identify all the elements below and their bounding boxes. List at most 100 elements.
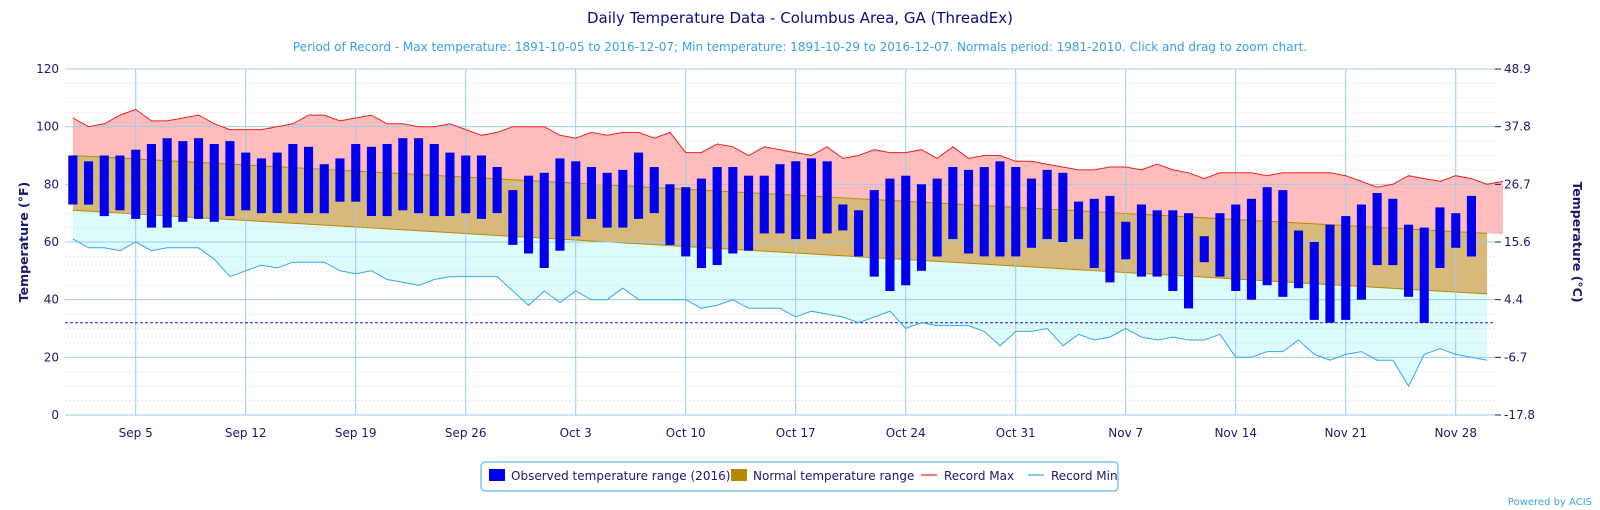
y-axis-left-title: Temperature (°F) bbox=[16, 182, 31, 302]
observed-bar bbox=[382, 144, 392, 217]
y-tick-label-left: 100 bbox=[36, 120, 59, 134]
legend-item-record-min[interactable]: Record Min bbox=[1028, 469, 1118, 483]
observed-bar bbox=[445, 152, 455, 216]
observed-bar bbox=[1011, 167, 1021, 257]
observed-bar bbox=[304, 146, 314, 214]
observed-bar bbox=[84, 161, 94, 205]
observed-bar bbox=[539, 172, 549, 268]
observed-bar bbox=[1435, 207, 1445, 268]
observed-bar bbox=[1105, 195, 1115, 283]
observed-bar bbox=[366, 146, 376, 216]
observed-bar bbox=[492, 167, 502, 214]
y-tick-label-right: 4.4 bbox=[1504, 293, 1523, 307]
observed-bar bbox=[1121, 221, 1131, 260]
observed-bar bbox=[241, 152, 251, 211]
observed-bar bbox=[869, 190, 879, 277]
observed-bar bbox=[822, 161, 832, 234]
observed-bar bbox=[1372, 193, 1382, 266]
chart-title: Daily Temperature Data - Columbus Area, … bbox=[587, 9, 1013, 27]
observed-bar bbox=[1466, 195, 1476, 257]
record-lines bbox=[72, 108, 1503, 388]
y-tick-label-right: 15.6 bbox=[1504, 235, 1531, 249]
y-tick-label-left: 0 bbox=[51, 408, 59, 422]
legend-label-normal: Normal temperature range bbox=[753, 469, 914, 483]
x-tick-label: Sep 26 bbox=[445, 426, 487, 440]
observed-bar bbox=[335, 158, 345, 202]
x-tick-label: Oct 3 bbox=[560, 426, 592, 440]
observed-bar bbox=[225, 141, 235, 217]
legend-item-observed[interactable]: Observed temperature range (2016) bbox=[489, 469, 730, 483]
observed-bar bbox=[1152, 210, 1162, 277]
y-tick-label-right: -17.8 bbox=[1504, 408, 1535, 422]
observed-bar bbox=[932, 178, 942, 257]
x-tick-label: Oct 24 bbox=[886, 426, 926, 440]
observed-bar bbox=[838, 204, 848, 231]
observed-bar bbox=[1419, 227, 1429, 323]
x-tick-label: Sep 5 bbox=[119, 426, 153, 440]
observed-bar bbox=[429, 144, 439, 217]
y-axis-right-title: Temperature (°C) bbox=[1570, 181, 1585, 302]
legend-item-normal[interactable]: Normal temperature range bbox=[731, 469, 914, 483]
observed-bar bbox=[618, 169, 628, 228]
record-min-line bbox=[72, 238, 1488, 388]
observed-bar bbox=[1058, 172, 1068, 242]
observed-bar bbox=[256, 158, 266, 214]
observed-bar bbox=[68, 155, 78, 205]
legend-item-record-max[interactable]: Record Max bbox=[921, 469, 1014, 483]
observed-bar bbox=[288, 144, 298, 214]
observed-bar bbox=[649, 167, 659, 214]
observed-bar bbox=[1294, 230, 1304, 289]
observed-bar bbox=[571, 161, 581, 237]
observed-bar bbox=[1199, 236, 1209, 263]
observed-bar bbox=[681, 187, 691, 257]
x-tick-label: Nov 7 bbox=[1108, 426, 1143, 440]
x-tick-label: Nov 14 bbox=[1214, 426, 1257, 440]
observed-bar bbox=[194, 138, 204, 219]
legend-label-record-max: Record Max bbox=[944, 469, 1014, 483]
observed-bar bbox=[696, 178, 706, 268]
observed-bar bbox=[602, 172, 612, 228]
observed-bar bbox=[916, 184, 926, 271]
legend: Observed temperature range (2016) Normal… bbox=[480, 461, 1119, 492]
y-tick-label-right: -6.7 bbox=[1504, 350, 1527, 364]
observed-bar bbox=[99, 155, 109, 217]
observed-bar bbox=[1089, 198, 1099, 268]
observed-bar bbox=[524, 175, 534, 254]
observed-bar bbox=[728, 167, 738, 254]
y-tick-label-right: 48.9 bbox=[1504, 62, 1531, 76]
observed-bar bbox=[1341, 216, 1351, 320]
observed-bar bbox=[209, 144, 219, 222]
axes: 0 20 40 60 80 100 120 -17.8 -6.7 4.4 15.6 26.7 37.8 4… bbox=[36, 62, 1535, 440]
observed-bar bbox=[1356, 204, 1366, 300]
observed-bars bbox=[68, 138, 1476, 323]
observed-bar bbox=[806, 158, 816, 240]
y-tick-label-left: 40 bbox=[44, 293, 59, 307]
observed-bar bbox=[885, 178, 895, 291]
legend-label-record-min: Record Min bbox=[1051, 469, 1118, 483]
observed-bar bbox=[1168, 210, 1178, 291]
x-tick-label: Sep 12 bbox=[225, 426, 267, 440]
observed-bar bbox=[1042, 169, 1052, 240]
observed-bar bbox=[162, 138, 172, 228]
observed-bar bbox=[854, 210, 864, 257]
observed-bar bbox=[1404, 224, 1414, 297]
observed-bar bbox=[319, 164, 329, 214]
observed-bar bbox=[791, 161, 801, 240]
observed-bar bbox=[351, 144, 361, 202]
x-tick-label: Sep 19 bbox=[335, 426, 377, 440]
observed-bar bbox=[634, 152, 644, 219]
observed-bar bbox=[775, 164, 785, 234]
legend-label-observed: Observed temperature range (2016) bbox=[511, 469, 730, 483]
observed-bar bbox=[1451, 213, 1461, 248]
legend-box bbox=[480, 461, 1119, 492]
credits-link[interactable]: Powered by ACIS bbox=[1508, 497, 1592, 508]
observed-bar bbox=[178, 141, 188, 222]
observed-bar bbox=[1309, 242, 1319, 320]
observed-bar bbox=[555, 158, 565, 251]
observed-bar bbox=[1246, 198, 1256, 300]
y-tick-label-left: 80 bbox=[44, 177, 59, 191]
observed-bar bbox=[1325, 224, 1335, 323]
observed-bar bbox=[1184, 213, 1194, 309]
observed-bar bbox=[586, 167, 596, 219]
